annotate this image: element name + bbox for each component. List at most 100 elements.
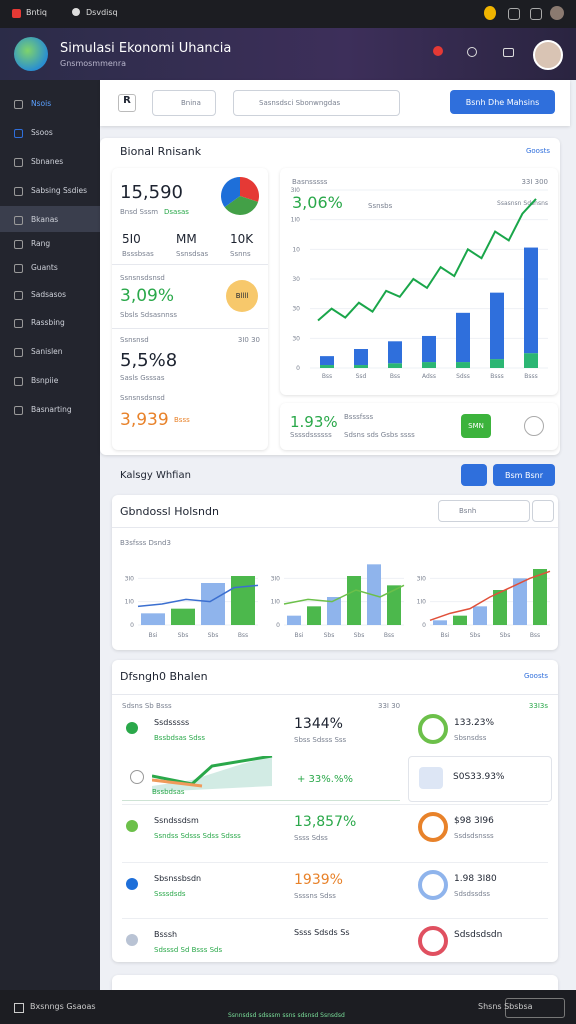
row-name: Ssdsssss xyxy=(154,718,190,727)
header-title: Simulasi Ekonomi Uhancia xyxy=(60,41,232,56)
chat-icon[interactable] xyxy=(503,48,514,57)
y-tick-label: 3I0 xyxy=(291,187,301,194)
chart-label: Ssnsbs xyxy=(368,202,393,210)
sidebar-item[interactable]: Sanislen xyxy=(31,347,63,356)
bar xyxy=(354,365,368,368)
bar xyxy=(327,597,341,625)
mini-chart: 0 1I0 3I0 Bsi Sbs Sbs Bss xyxy=(417,569,551,639)
kpi-value: 15,590 xyxy=(120,182,183,203)
sidebar-icon xyxy=(14,406,23,415)
bar xyxy=(320,365,334,368)
bar xyxy=(347,576,361,625)
metric3-heading: Ssnsnsdsnsd xyxy=(120,394,165,402)
x-tick-label: Bsi xyxy=(295,632,304,639)
x-tick-label: Sbs xyxy=(354,632,365,639)
search-icon[interactable] xyxy=(467,47,477,57)
x-tick-label: Sbs xyxy=(470,632,481,639)
metric2-aside: 3I0 30 xyxy=(237,336,260,344)
x-tick-label: Bsi xyxy=(441,632,450,639)
user-icon[interactable] xyxy=(550,6,564,20)
divider xyxy=(112,527,558,528)
settings-icon[interactable] xyxy=(508,8,520,20)
metric2-note: Sasls Gsssas xyxy=(120,374,165,382)
row-value-sub: Ssss Sdss xyxy=(294,834,328,842)
sidebar-item[interactable]: Sabsing Ssdies xyxy=(31,186,88,195)
y-tick-label: 10 xyxy=(292,246,300,253)
list-head-right: 33I3s xyxy=(528,702,548,710)
x-tick-label: Bsss xyxy=(524,373,538,380)
sidebar-icon xyxy=(14,319,23,328)
row-name: Ssndssdsm xyxy=(154,816,199,825)
x-tick-label: Sbs xyxy=(178,632,189,639)
menu-icon[interactable] xyxy=(530,8,542,20)
kpi-card: 15,590 Bnsd Sssm Dsasas Ssnsnsdsnsd 3,09… xyxy=(112,168,268,450)
filter-text: Bnina xyxy=(181,99,201,107)
sidebar-item[interactable]: Bsnpiie xyxy=(31,376,59,385)
refresh-button[interactable] xyxy=(461,464,487,486)
x-tick-label: Sdss xyxy=(456,373,470,380)
stat-label: Ssnsdsas xyxy=(176,250,209,258)
panels-filter[interactable] xyxy=(532,500,554,522)
section-button[interactable]: Bsm Bsnr xyxy=(493,464,555,486)
sidebar-item[interactable]: Sadsasos xyxy=(31,290,67,299)
sidebar-highlight xyxy=(0,206,100,232)
row-name: Bsssh xyxy=(154,930,178,939)
filter-box[interactable]: Bnina xyxy=(152,90,216,116)
tab-icon xyxy=(72,8,80,16)
pie-slice xyxy=(221,177,240,208)
panels-search[interactable]: Bsnh xyxy=(438,500,530,522)
app-name: Bntiq xyxy=(26,8,47,17)
bar xyxy=(490,359,504,368)
top-bar: Bntiq Dsvdisq xyxy=(0,0,576,28)
footer-button[interactable] xyxy=(505,998,565,1018)
summary-button[interactable]: SMN xyxy=(461,414,491,438)
sidebar-item[interactable]: Rassbing xyxy=(31,318,65,327)
summary-label: Ssssdssssss xyxy=(290,431,332,439)
y-tick-label: 3I0 xyxy=(125,575,135,582)
footer-center: Ssnnsdsd sdsssm ssns sdsnsd Ssnsdsd xyxy=(228,1012,345,1019)
overview-link[interactable]: Goosts xyxy=(525,147,550,155)
notify-icon[interactable] xyxy=(484,6,496,20)
row-right-value: 1.98 3I80 xyxy=(454,874,497,884)
sidebar-item[interactable]: Nsois xyxy=(31,99,52,108)
sidebar-item[interactable]: Guants xyxy=(31,263,58,272)
row-icon xyxy=(126,820,138,832)
bar xyxy=(513,578,527,625)
y-tick-label: 0 xyxy=(422,622,426,629)
y-tick-label: 1I0 xyxy=(417,599,427,606)
stat-value: 10K xyxy=(230,232,254,246)
search-box[interactable]: Sasnsdsci Sbonwngdas xyxy=(233,90,400,116)
edit-icon[interactable] xyxy=(524,416,544,436)
sidebar-item[interactable]: Rang xyxy=(31,239,51,248)
sidebar-item[interactable]: Basnarting xyxy=(31,405,72,414)
toolbar: R Bnina Sasnsdsci Sbonwngdas Bsnh Dhe Ma… xyxy=(100,80,570,126)
footer-right[interactable]: Shsns Sbsbsa xyxy=(478,1002,533,1011)
sidebar-item[interactable]: Ssoos xyxy=(31,128,53,137)
row-sub: Ssndss Sdsss Sdss Sdsss xyxy=(154,832,241,840)
avatar[interactable] xyxy=(533,40,563,70)
sidebar-item[interactable]: Bkanas xyxy=(31,215,59,224)
bar xyxy=(456,312,470,363)
row-right-value: $98 3I96 xyxy=(454,816,494,826)
row-sub: Sdsssd Sd Bsss Sds xyxy=(154,946,223,954)
filter-icon[interactable]: R xyxy=(118,94,136,112)
x-tick-label: Bss xyxy=(384,632,394,639)
y-tick-label: 0 xyxy=(276,622,280,629)
alert-icon[interactable] xyxy=(433,46,443,56)
sidebar-icon xyxy=(14,377,23,386)
sidebar-icon xyxy=(14,129,23,138)
bar xyxy=(354,349,368,366)
sidebar-item[interactable]: Sbnanes xyxy=(31,157,64,166)
tab-name[interactable]: Dsvdisq xyxy=(86,8,118,17)
chart-value: 3,06% xyxy=(292,193,343,212)
x-tick-label: Sbs xyxy=(324,632,335,639)
header: Simulasi Ekonomi Uhancia Gnsmosmmenra xyxy=(0,28,576,80)
action-button[interactable]: Bsnh Dhe Mahsins xyxy=(450,90,555,114)
row-icon xyxy=(126,878,138,890)
metric3-tag: Bsss xyxy=(174,416,190,424)
list-link[interactable]: Goosts xyxy=(523,672,548,680)
footer-left: Bxsnngs Gsaoas xyxy=(30,1002,96,1011)
bar xyxy=(231,576,255,625)
x-tick-label: Bsss xyxy=(490,373,504,380)
x-tick-label: Ssd xyxy=(356,373,367,380)
